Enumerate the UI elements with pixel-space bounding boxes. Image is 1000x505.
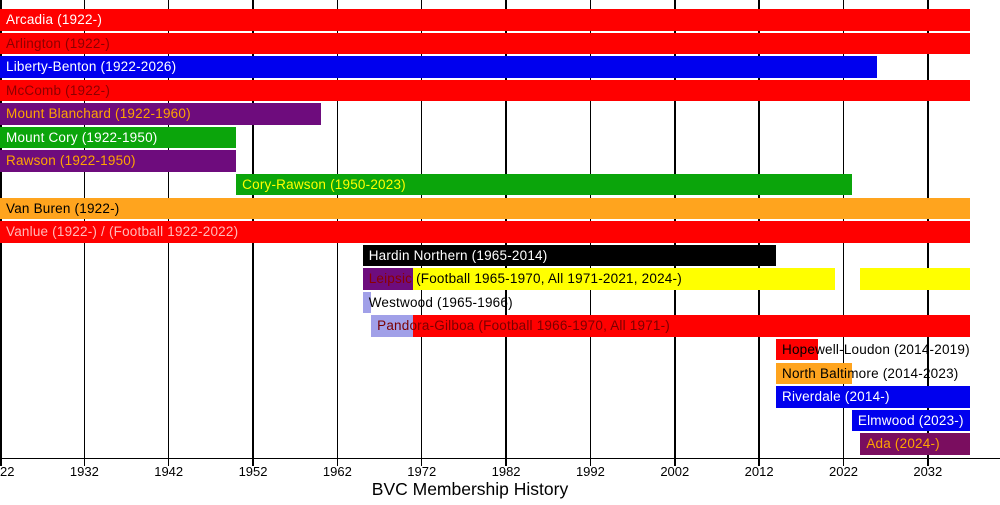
tick-label-2012: 2012	[744, 464, 774, 479]
timeline-label-hopewell-loudon: Hopewell-Loudon (2014-2019)	[782, 339, 970, 361]
timeline-label-vanlue-part1: Vanlue (1922-) / (Football 1922-2022)	[6, 224, 239, 240]
timeline-label-riverdale: Riverdale (2014-)	[782, 386, 890, 408]
tick-label-1962: 1962	[322, 464, 352, 479]
tick-label-2002: 2002	[660, 464, 690, 479]
timeline-label-mount-blanchard: Mount Blanchard (1922-1960)	[6, 103, 191, 125]
timeline-bar-elmwood	[851, 409, 970, 432]
timeline-label-ada-part1: Ada (2024-)	[866, 436, 940, 452]
timeline-label-van-buren: Van Buren (1922-)	[6, 198, 119, 220]
tick-label-1942: 1942	[154, 464, 184, 479]
tick-label-1972: 1972	[407, 464, 437, 479]
timeline-label-riverdale-part1: Riverdale (2014-)	[782, 389, 890, 405]
tick-label-1932: 1932	[69, 464, 99, 479]
timeline-bar-ada	[860, 433, 970, 455]
timeline-label-mccomb: McComb (1922-)	[6, 80, 110, 102]
timeline-bar-riverdale	[776, 386, 970, 408]
timeline-bar-arcadia	[0, 9, 970, 31]
timeline-label-arlington: Arlington (1922-)	[6, 33, 110, 55]
timeline-label-mount-blanchard-part1: Mount Blanchard (1922-1960)	[6, 106, 191, 122]
timeline-label-leipsic-part1: Leipsic	[368, 271, 417, 287]
timeline-bar-mccomb	[0, 79, 970, 102]
timeline-label-elmwood-part1: Elmwood (2023-)	[857, 412, 964, 428]
timeline-bar-pandora-gilboa-seg2	[413, 315, 970, 337]
timeline-bar-westwood	[362, 291, 372, 314]
timeline-label-north-baltimore-part1: North Baltimore (2014-2023)	[782, 365, 959, 381]
x-axis-line	[0, 457, 1000, 459]
timeline-label-elmwood: Elmwood (2023-)	[858, 410, 964, 432]
timeline-label-liberty-benton-part1: Liberty-Benton (1922-2026)	[6, 59, 177, 75]
timeline-label-westwood: Westwood (1965-1966)	[369, 292, 513, 314]
tick-label-1922: 1922	[0, 464, 15, 479]
timeline-label-westwood-part1: Westwood (1965-1966)	[368, 294, 513, 310]
timeline-label-pandora-gilboa-part1: Pandora-Gilboa (Football 1966-1970, All …	[377, 318, 671, 334]
timeline-bar-van-buren	[0, 197, 970, 220]
timeline-bar-arlington	[0, 32, 970, 55]
timeline-bar-leipsic-seg3	[860, 268, 970, 290]
timeline-label-arlington-part1: Arlington (1922-)	[6, 35, 110, 51]
timeline-label-north-baltimore: North Baltimore (2014-2023)	[782, 363, 958, 385]
timeline-label-van-buren-part1: Van Buren (1922-)	[6, 200, 120, 216]
timeline-bar-vanlue	[0, 221, 970, 243]
timeline-label-rawson: Rawson (1922-1950)	[6, 150, 136, 172]
timeline-bar-north-baltimore	[776, 362, 852, 385]
timeline-label-mount-cory-part1: Mount Cory (1922-1950)	[6, 129, 158, 145]
timeline-label-pandora-gilboa: Pandora-Gilboa (Football 1966-1970, All …	[377, 315, 670, 337]
timeline-label-cory-rawson-part1: Cory-Rawson (1950-2023)	[242, 176, 406, 192]
tick-label-1982: 1982	[491, 464, 521, 479]
timeline-bar-rawson	[0, 150, 237, 172]
timeline-label-mccomb-part1: McComb (1922-)	[6, 82, 111, 98]
timeline-bar-hopewell-loudon	[776, 338, 819, 361]
timeline-bar-leipsic-seg1	[362, 268, 414, 290]
tick-label-2032: 2032	[913, 464, 943, 479]
timeline-bar-mount-blanchard	[0, 103, 321, 125]
timeline-label-vanlue: Vanlue (1922-) / (Football 1922-2022)	[6, 221, 238, 243]
timeline-label-hardin-northern: Hardin Northern (1965-2014)	[369, 245, 548, 267]
chart-title: BVC Membership History	[371, 479, 569, 499]
timeline-label-leipsic-part2: (Football 1965-1970, All 1971-2021, 2024…	[416, 271, 682, 287]
timeline-label-leipsic: Leipsic (Football 1965-1970, All 1971-20…	[369, 268, 682, 290]
timeline-bar-mount-cory	[0, 126, 237, 149]
tick-label-1992: 1992	[575, 464, 605, 479]
timeline-bar-liberty-benton	[0, 56, 878, 78]
timeline-label-ada: Ada (2024-)	[866, 433, 940, 455]
timeline-label-mount-cory: Mount Cory (1922-1950)	[6, 127, 157, 149]
timeline-label-cory-rawson: Cory-Rawson (1950-2023)	[242, 174, 406, 196]
timeline-label-hopewell-loudon-part1: Hopewell-Loudon (2014-2019)	[782, 341, 970, 357]
timeline-label-arcadia: Arcadia (1922-)	[6, 9, 102, 31]
timeline-bar-hardin-northern	[362, 244, 776, 267]
timeline-bar-leipsic-seg2	[413, 268, 836, 290]
tick-label-1952: 1952	[238, 464, 268, 479]
timeline-label-liberty-benton: Liberty-Benton (1922-2026)	[6, 56, 176, 78]
timeline-bar-cory-rawson	[236, 173, 852, 196]
timeline-bar-pandora-gilboa-seg1	[371, 315, 414, 337]
timeline-label-rawson-part1: Rawson (1922-1950)	[6, 153, 136, 169]
tick-label-2022: 2022	[829, 464, 858, 479]
timeline-label-hardin-northern-part1: Hardin Northern (1965-2014)	[368, 247, 548, 263]
timeline-label-arcadia-part1: Arcadia (1922-)	[6, 12, 103, 27]
